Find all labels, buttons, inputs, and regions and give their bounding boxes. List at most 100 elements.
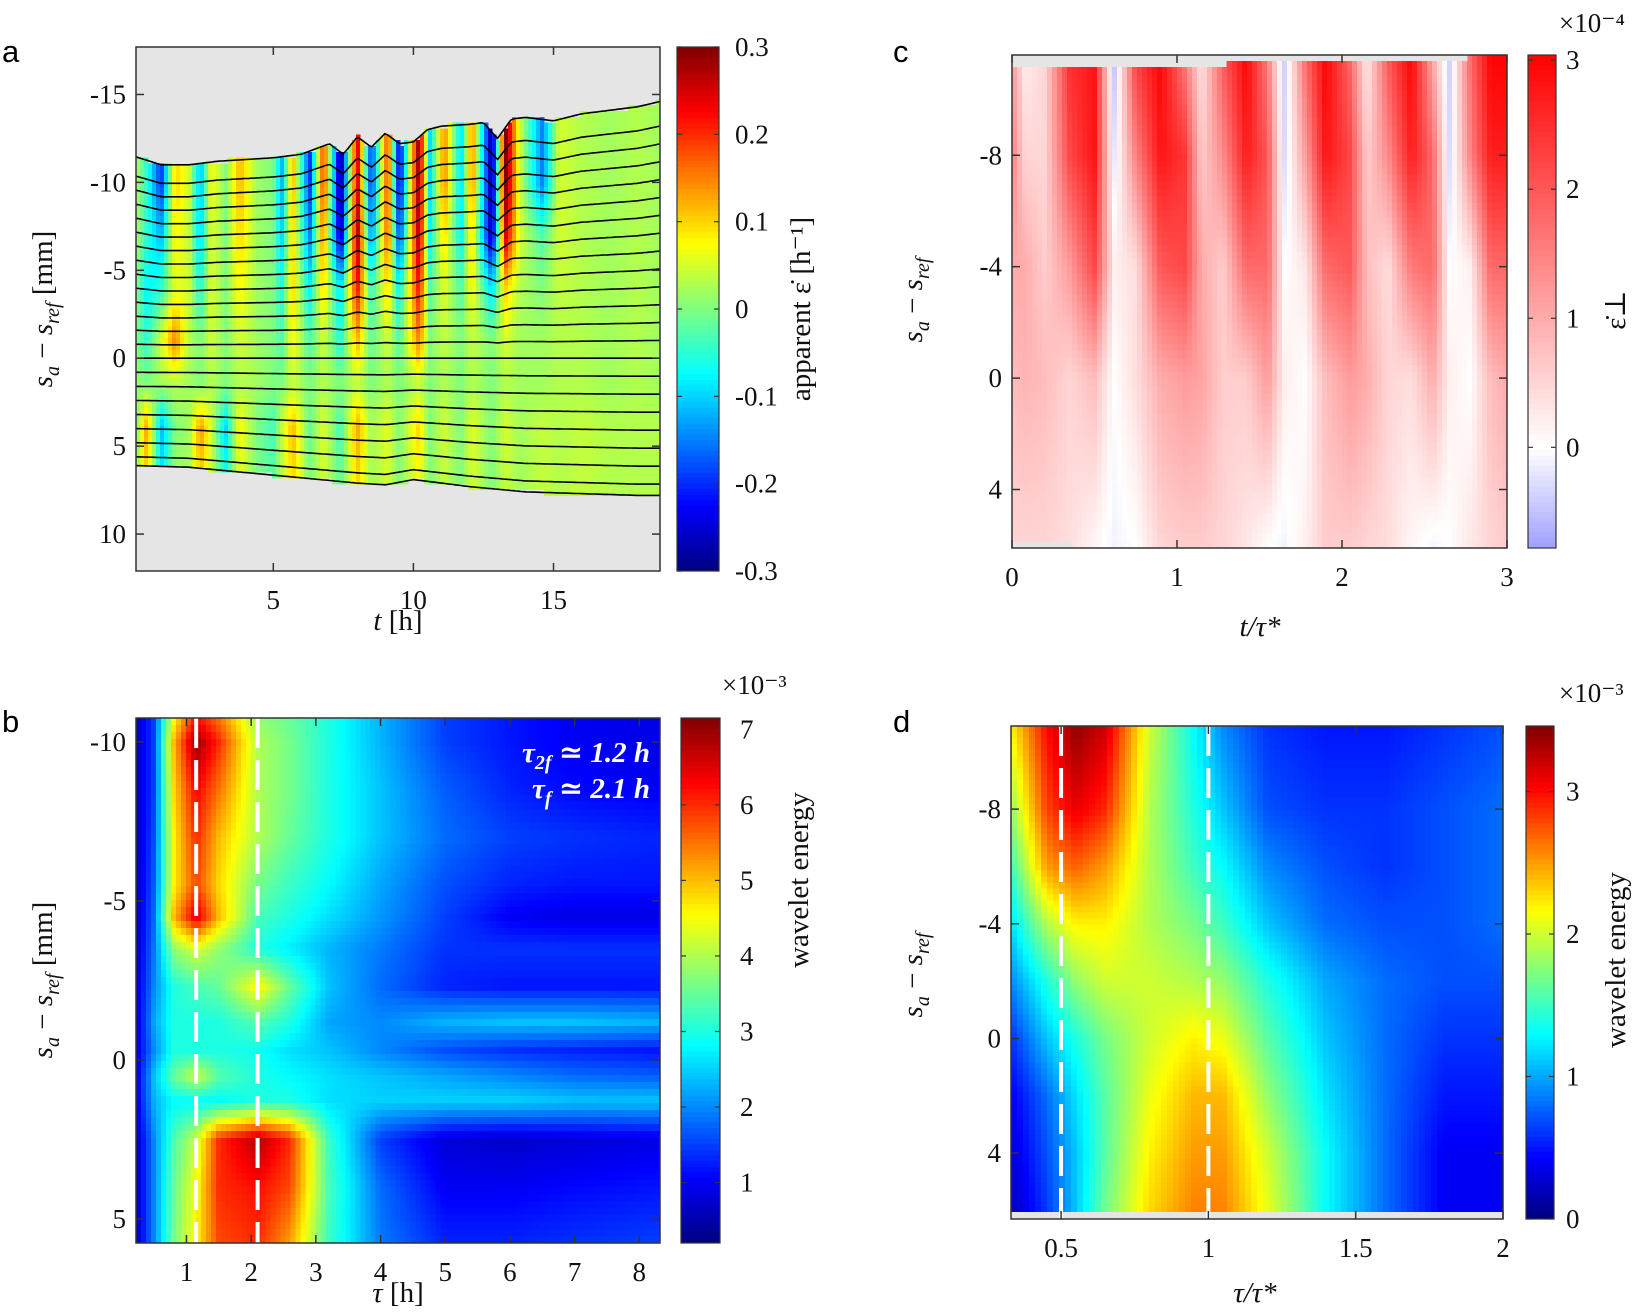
heatmap-cell [236,268,241,274]
heatmap-cell [300,204,305,210]
heatmap-cell [240,181,245,187]
heatmap-cell [564,198,569,204]
heatmap-cell [468,280,473,286]
heatmap-cell [612,140,617,146]
heatmap-cell [508,262,513,268]
heatmap-cell [480,262,485,268]
heatmap-cell [596,280,601,286]
heatmap-cell [540,198,545,204]
heatmap-cell [588,245,593,251]
heatmap-cell [624,134,629,140]
heatmap-cell [244,292,249,298]
heatmap-cell [352,227,357,233]
heatmap-cell [196,210,201,216]
heatmap-cell [496,268,501,274]
heatmap-cell [640,280,645,286]
heatmap-cell [420,175,425,181]
heatmap-cell [576,129,581,135]
heatmap-cell [460,198,465,204]
heatmap-cell [184,280,189,286]
heatmap-cell [252,198,257,204]
heatmap-cell [436,233,441,239]
heatmap-cell [428,216,433,222]
heatmap-cell [572,193,577,199]
heatmap-cell [524,129,529,135]
heatmap-cell [268,292,273,298]
heatmap-cell [440,198,445,204]
heatmap-cell [276,210,281,216]
heatmap-cell [448,204,453,210]
heatmap-cell [516,262,521,268]
heatmap-cell [608,262,613,268]
heatmap-cell [572,163,577,169]
heatmap-cell [184,222,189,228]
heatmap-cell [428,158,433,164]
heatmap-cell [276,169,281,175]
heatmap-cell [560,245,565,251]
heatmap-cell [532,123,537,129]
heatmap-cell [584,129,589,135]
heatmap-cell [640,169,645,175]
heatmap-cell [300,245,305,251]
heatmap-cell [540,245,545,251]
heatmap-cell [268,163,273,169]
heatmap-cell [444,292,449,298]
heatmap-cell [604,274,609,280]
heatmap-cell [556,227,561,233]
heatmap-cell [472,204,477,210]
heatmap-cell [488,268,493,274]
heatmap-cell [344,292,349,298]
heatmap-cell [580,198,585,204]
heatmap-cell [448,262,453,268]
heatmap-cell [616,163,621,169]
heatmap-cell [420,158,425,164]
heatmap-cell [564,181,569,187]
heatmap-cell [356,152,361,158]
heatmap-cell [468,216,473,222]
heatmap-cell [568,292,573,298]
heatmap-cell [452,233,457,239]
heatmap-cell [216,163,221,169]
heatmap-cell [564,216,569,222]
heatmap-cell [624,158,629,164]
heatmap-cell [524,175,529,181]
heatmap-cell [428,152,433,158]
heatmap-cell [388,268,393,274]
heatmap-cell [596,140,601,146]
heatmap-cell [548,227,553,233]
heatmap-cell [532,129,537,135]
heatmap-cell [540,297,545,303]
heatmap-cell [584,163,589,169]
heatmap-cell [416,163,421,169]
heatmap-cell [616,274,621,280]
heatmap-cell [608,123,613,129]
heatmap-cell [632,140,637,146]
heatmap-cell [380,274,385,280]
heatmap-cell [640,274,645,280]
heatmap-cell [380,239,385,245]
heatmap-cell [540,233,545,239]
heatmap-cell [588,140,593,146]
heatmap-cell [628,245,633,251]
heatmap-cell [368,216,373,222]
heatmap-cell [424,193,429,199]
heatmap-cell [148,222,153,228]
heatmap-cell [636,227,641,233]
heatmap-cell [224,227,229,233]
heatmap-cell [448,134,453,140]
heatmap-cell [544,210,549,216]
heatmap-cell [180,222,185,228]
heatmap-cell [520,146,525,152]
heatmap-cell [420,286,425,292]
heatmap-cell [392,193,397,199]
heatmap-cell [436,227,441,233]
heatmap-cell [452,169,457,175]
heatmap-cell [544,169,549,175]
heatmap-cell [476,262,481,268]
heatmap-cell [276,303,281,309]
heatmap-cell [496,140,501,146]
heatmap-cell [476,193,481,199]
heatmap-cell [216,280,221,286]
heatmap-cell [604,152,609,158]
heatmap-cell [556,251,561,257]
